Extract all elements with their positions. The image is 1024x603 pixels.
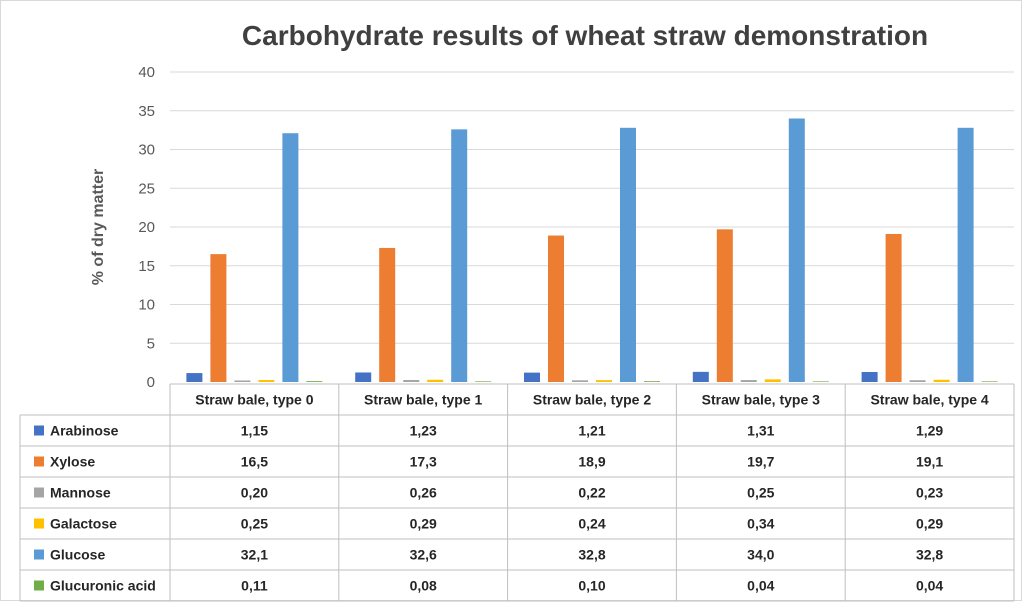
data-label: 0,34 (747, 516, 774, 532)
bar-glucose (620, 127, 636, 382)
legend-key (34, 580, 44, 591)
bar-arabinose (355, 372, 372, 382)
category-label: Straw bale, type 1 (364, 392, 482, 408)
data-label: 0,22 (578, 485, 605, 501)
bar-galactose (258, 380, 275, 382)
data-label: 1,23 (410, 423, 437, 439)
data-label: 32,8 (578, 547, 605, 563)
data-label: 0,08 (410, 578, 437, 594)
bar-arabinose (861, 372, 878, 382)
data-label: 1,21 (578, 423, 605, 439)
y-tick-label: 10 (138, 297, 155, 314)
data-label: 0,29 (410, 516, 437, 532)
data-label: 16,5 (241, 454, 268, 470)
data-label: 1,15 (241, 423, 268, 439)
bar-glucuronic-acid (812, 381, 829, 382)
y-tick-label: 20 (138, 219, 155, 236)
y-axis-title: % of dry matter (90, 169, 107, 285)
data-label: 19,7 (747, 454, 774, 470)
bar-glucose (282, 133, 299, 382)
y-tick-label: 30 (138, 142, 155, 159)
data-label: 32,6 (410, 547, 437, 563)
data-label: 32,8 (916, 547, 943, 563)
legend-key (34, 456, 44, 467)
bar-glucuronic-acid (306, 381, 323, 382)
data-label: 0,29 (916, 516, 943, 532)
bar-mannose (909, 380, 926, 382)
data-label: 32,1 (241, 547, 268, 563)
bar-arabinose (692, 371, 709, 382)
bar-xylose (210, 254, 227, 382)
bar-glucose (451, 129, 468, 382)
data-label: 0,20 (241, 485, 268, 501)
bar-mannose (403, 379, 420, 382)
series-label: Mannose (50, 485, 111, 501)
data-label: 0,11 (241, 578, 268, 594)
bar-glucuronic-acid (981, 381, 998, 382)
bar-xylose (716, 229, 733, 382)
data-label: 0,24 (578, 516, 605, 532)
data-label: 0,10 (578, 578, 605, 594)
category-label: Straw bale, type 2 (533, 392, 651, 408)
data-label: 0,26 (410, 485, 437, 501)
y-tick-label: 25 (138, 180, 155, 197)
data-label: 18,9 (578, 454, 605, 470)
series-label: Arabinose (50, 423, 119, 439)
bar-glucuronic-acid (644, 381, 660, 382)
data-label: 0,23 (916, 485, 943, 501)
data-label: 0,25 (241, 516, 268, 532)
bar-glucose (957, 127, 974, 382)
bar-arabinose (186, 373, 203, 382)
bar-arabinose (524, 372, 540, 382)
y-tick-label: 35 (138, 103, 155, 120)
bar-xylose (885, 233, 902, 382)
series-label: Glucuronic acid (50, 578, 156, 594)
bar-galactose (933, 379, 950, 382)
bar-xylose (548, 235, 564, 382)
legend-key (34, 549, 44, 560)
series-label: Galactose (50, 516, 117, 532)
bar-mannose (572, 380, 588, 382)
bar-mannose (740, 380, 757, 382)
data-label: 1,29 (916, 423, 943, 439)
category-label: Straw bale, type 0 (195, 392, 313, 408)
series-label: Glucose (50, 547, 105, 563)
bar-glucose (788, 118, 805, 382)
bar-galactose (764, 379, 781, 382)
data-label: 19,1 (916, 454, 943, 470)
bar-galactose (596, 380, 612, 382)
data-label: 0,04 (916, 578, 943, 594)
legend-key (34, 487, 44, 498)
y-tick-label: 15 (138, 258, 155, 275)
y-tick-label: 5 (147, 335, 155, 352)
chart-title: Carbohydrate results of wheat straw demo… (241, 20, 929, 51)
bar-galactose (427, 379, 444, 382)
data-label: 17,3 (410, 454, 437, 470)
data-label: 0,04 (747, 578, 774, 594)
category-label: Straw bale, type 3 (702, 392, 820, 408)
category-label: Straw bale, type 4 (870, 392, 988, 408)
legend-key (34, 425, 44, 436)
data-label: 34,0 (747, 547, 774, 563)
bar-glucuronic-acid (475, 381, 492, 382)
bar-xylose (379, 247, 396, 382)
y-tick-label: 40 (138, 64, 155, 81)
data-label: 1,31 (747, 423, 774, 439)
bar-mannose (234, 380, 251, 382)
series-label: Xylose (50, 454, 95, 470)
legend-key (34, 518, 44, 529)
y-tick-label: 0 (147, 374, 155, 391)
data-label: 0,25 (747, 485, 774, 501)
